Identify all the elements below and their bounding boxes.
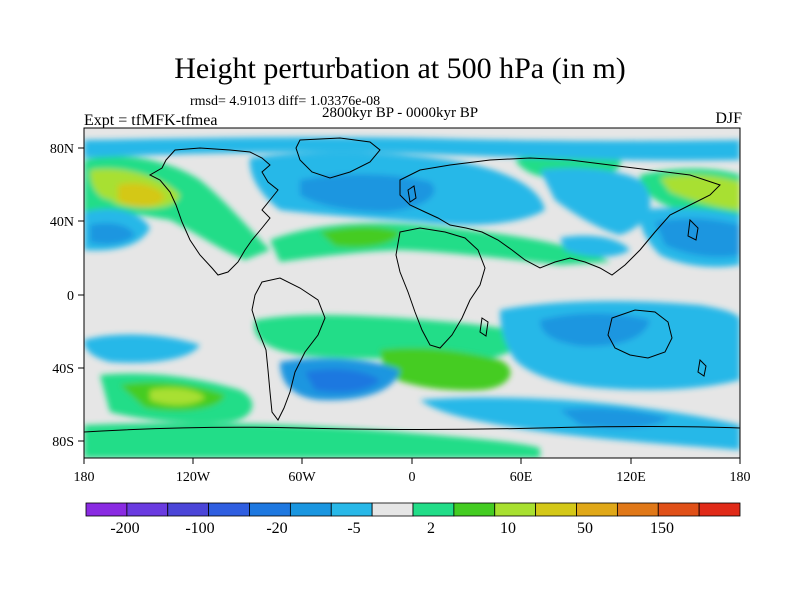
field-sh-negative-1 <box>84 334 200 363</box>
lon-tick-label: 120E <box>616 470 646 485</box>
coast-australia <box>607 309 673 359</box>
field-sh-negative-atlantic-core <box>305 369 380 393</box>
colorbar-swatch <box>698 502 741 517</box>
coast-greenland <box>295 137 381 179</box>
colorbar <box>85 502 741 517</box>
period-label: 2800kyr BP - 0000kyr BP <box>322 105 479 121</box>
colorbar-labels: -200 -100 -20 -5 2 10 50 150 <box>110 520 674 537</box>
colorbar-swatch <box>657 502 700 517</box>
colorbar-label: -5 <box>347 520 360 537</box>
colorbar-swatch <box>412 502 455 517</box>
colorbar-swatch <box>453 502 496 517</box>
lat-tick-label: 40N <box>50 215 74 230</box>
coast-antarctica <box>84 426 740 433</box>
colorbar-swatch <box>289 502 332 517</box>
lon-tick-label: 180 <box>74 470 95 485</box>
colorbar-swatch <box>330 502 373 517</box>
lon-tick-label: 180 <box>730 470 751 485</box>
field-nh-eastpac-negative-core <box>90 223 135 245</box>
colorbar-swatch <box>535 502 577 517</box>
coast-madagascar <box>479 317 489 337</box>
colorbar-swatch <box>167 502 210 517</box>
lat-tick-label: 80N <box>50 142 74 157</box>
latitude-ticks: 80N 40N 0 40S 80S <box>50 142 84 450</box>
coast-south-america <box>251 277 326 421</box>
coastlines <box>84 137 740 433</box>
colorbar-swatch <box>249 502 291 517</box>
field-nh-atlantic-negative-core <box>300 174 435 212</box>
field-sh-indian-negative-core <box>540 313 650 347</box>
coast-japan <box>687 218 699 241</box>
lon-tick-label: 60E <box>510 470 533 485</box>
colorbar-swatch <box>126 502 169 517</box>
field-sh-southern-core <box>560 407 670 429</box>
lon-tick-label: 60W <box>288 470 316 485</box>
field-nh-atlantic-core <box>320 226 400 248</box>
field-sh-polar-positive <box>84 422 540 458</box>
field-arctic-negative <box>84 137 740 161</box>
field-sh-positive-belt <box>254 314 530 362</box>
lat-tick-label: 0 <box>67 289 74 304</box>
field-nh-asia-pac-core <box>655 218 740 257</box>
field-sh-atlantic-positive <box>380 348 511 391</box>
colorbar-label: 150 <box>650 520 674 537</box>
contour-fields <box>84 137 740 458</box>
colorbar-swatch <box>616 502 659 517</box>
colorbar-label: 2 <box>427 520 435 537</box>
stats-line: rmsd= 4.91013 diff= 1.03376e-08 <box>190 94 381 109</box>
longitude-ticks: 180 120W 60W 0 60E 120E 180 <box>74 458 751 485</box>
field-sh-southpac-max <box>150 387 205 405</box>
colorbar-label: 50 <box>577 520 593 537</box>
coast-north-america <box>148 147 279 276</box>
lat-tick-label: 40S <box>52 362 74 377</box>
colorbar-swatch <box>208 502 250 517</box>
colorbar-label: -100 <box>185 520 214 537</box>
colorbar-swatch <box>494 502 537 517</box>
colorbar-label: 10 <box>500 520 516 537</box>
field-nh-eurasia-negative <box>540 168 651 235</box>
season-label: DJF <box>715 110 742 127</box>
coast-new-zealand <box>697 358 707 377</box>
field-nh-westpac-core <box>660 175 740 210</box>
lat-tick-label: 80S <box>52 435 74 450</box>
colorbar-label: -20 <box>266 520 287 537</box>
coast-eurasia <box>399 157 721 276</box>
map-title: Height perturbation at 500 hPa (in m) <box>174 52 626 85</box>
colorbar-swatch <box>85 502 128 517</box>
lon-tick-label: 0 <box>409 470 416 485</box>
colorbar-label: -200 <box>110 520 139 537</box>
field-asia-negative-east <box>560 235 630 257</box>
experiment-label: Expt = tfMFK-tfmea <box>84 112 218 129</box>
coast-uk <box>407 185 417 203</box>
colorbar-swatch <box>371 502 414 517</box>
coast-africa <box>395 227 486 349</box>
lon-tick-label: 120W <box>176 470 211 485</box>
field-nh-pacific-max <box>118 183 165 208</box>
colorbar-swatch <box>576 502 618 517</box>
